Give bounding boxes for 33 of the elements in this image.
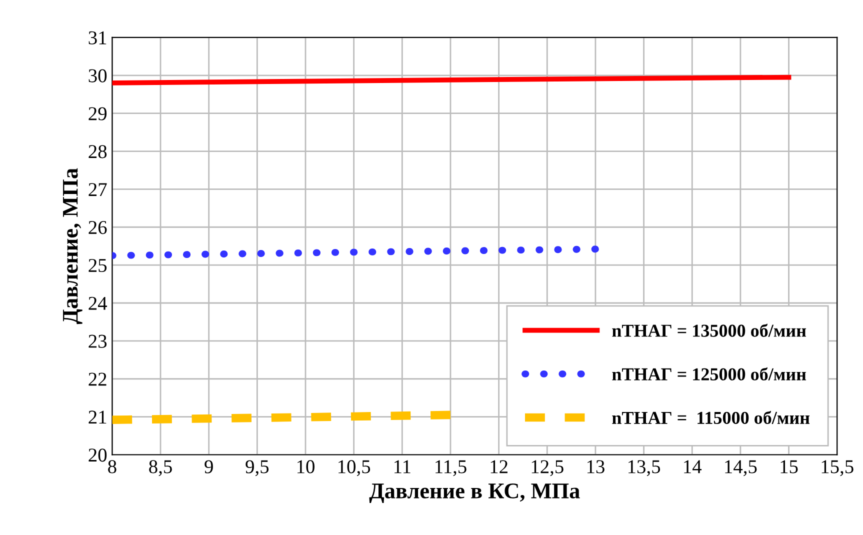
- y-tick-label: 22: [88, 372, 106, 386]
- x-tick-label: 15,5: [822, 460, 854, 476]
- x-tick-label: 8: [108, 460, 116, 474]
- x-tick-label: 9,5: [246, 460, 269, 476]
- x-axis-title: Давление в КС, МПа: [369, 483, 580, 503]
- legend-label: nТНАГ = 135000 об/мин: [612, 324, 806, 337]
- x-tick-label: 14: [684, 460, 702, 474]
- y-tick-label: 27: [88, 183, 107, 196]
- x-tick-label: 15: [780, 460, 798, 474]
- x-tick-label: 11: [394, 460, 410, 474]
- y-tick-label: 26: [88, 221, 107, 234]
- y-tick-label: 31: [88, 31, 106, 44]
- y-tick-label: 30: [88, 69, 107, 82]
- x-tick-label: 9: [204, 460, 213, 474]
- x-tick-label: 10,5: [338, 460, 370, 476]
- x-tick-label: 12: [490, 460, 508, 474]
- y-tick-label: 28: [88, 145, 107, 158]
- y-tick-label: 23: [88, 334, 107, 348]
- x-tick-label: 11,5: [436, 460, 466, 476]
- legend-label: nТНАГ = 125000 об/мин: [612, 367, 806, 380]
- x-tick-label: 12,5: [532, 460, 564, 476]
- x-tick-label: 14,5: [725, 460, 757, 476]
- y-tick-label: 21: [88, 410, 106, 424]
- y-tick-label: 25: [88, 258, 107, 272]
- x-tick-label: 13: [587, 460, 604, 474]
- x-tick-label: 8,5: [149, 460, 172, 476]
- y-tick-label: 29: [88, 107, 107, 120]
- legend-label: nТНАГ = 115000 об/мин: [612, 410, 810, 424]
- y-tick-label: 20: [88, 448, 107, 462]
- y-axis-title: Давление, МПа: [63, 168, 82, 324]
- y-tick-label: 24: [88, 296, 108, 310]
- x-tick-label: 13,5: [628, 460, 660, 476]
- x-tick-label: 10: [297, 460, 314, 474]
